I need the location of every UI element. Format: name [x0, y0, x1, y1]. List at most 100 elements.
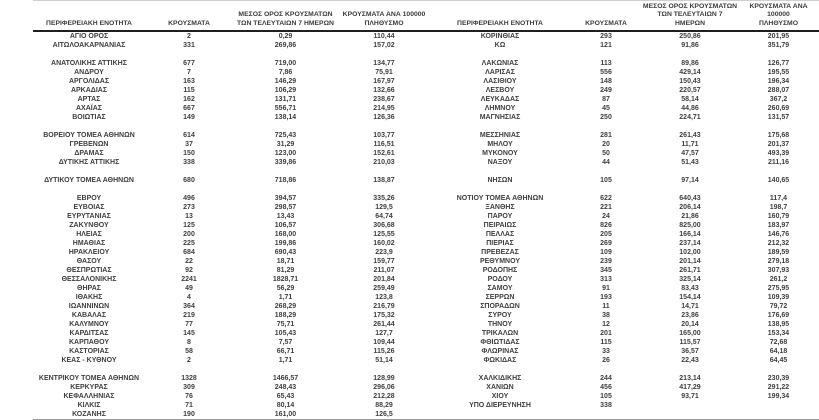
avg7-value-left: [233, 185, 338, 194]
cases-value-left: 225: [183, 240, 195, 247]
region-name-left: ΘΑΣΟΥ: [76, 258, 102, 265]
per100k-value-right: 198,7: [769, 204, 788, 211]
avg7-value-left: 1466,57: [272, 375, 299, 382]
avg7-value-right: 825,00: [679, 222, 701, 229]
region-name-left: ΘΗΡΑΣ: [77, 285, 101, 292]
region-name-right: ΜΕΣΣΗΝΙΑΣ: [479, 132, 521, 139]
per100k-value-left: 51,14: [375, 357, 393, 364]
table-row: ΕΥΡΥΤΑΝΙΑΣ 13 13,43 64,74 ΠΑΡΟΥ 24 21,86 160,79: [33, 212, 819, 221]
region-name-left: ΕΥΒΟΙΑΣ: [73, 204, 105, 211]
region-name-right: [430, 50, 570, 59]
region-name-right: ΝΟΤΙΟΥ ΤΟΜΕΑ ΑΘΗΝΩΝ: [456, 195, 544, 202]
cases-value-right: 249: [600, 87, 612, 94]
region-name-left: ΔΡΑΜΑΣ: [74, 150, 104, 157]
per100k-value-left: 75,91: [375, 69, 393, 76]
region-name-right: [430, 185, 570, 194]
region-name-right: ΤΗΝΟΥ: [487, 321, 513, 328]
spacer-row: [33, 167, 819, 176]
avg7-value-left: 81,29: [276, 267, 295, 274]
cases-value-left: 115: [183, 87, 195, 94]
table-row: ΕΒΡΟΥ 496 394,57 335,26 ΝΟΤΙΟΥ ΤΟΜΕΑ ΑΘΗΝΩΝ 6…: [33, 194, 819, 203]
region-name-right: ΝΑΞΟΥ: [487, 159, 513, 166]
table-row: ΚΑΣΤΟΡΙΑΣ 58 66,71 115,26 ΦΛΩΡΙΝΑΣ 33 36,57 64,…: [33, 347, 819, 356]
per100k-value-left: [338, 365, 430, 374]
region-name-right: ΛΑΡΙΣΑΣ: [485, 69, 515, 76]
per100k-value-right: 261,2: [769, 276, 788, 283]
cases-value-right: 115: [600, 339, 612, 346]
cases-value-left: 2: [187, 33, 191, 40]
avg7-value-left: 339,86: [274, 159, 297, 166]
per100k-value-left: [338, 185, 430, 194]
avg7-value-left: 106,57: [274, 222, 297, 229]
avg7-value-left: 718,86: [274, 177, 297, 184]
table-row: ΑΡΚΑΔΙΑΣ 115 106,29 132,66 ΛΕΣΒΟΥ 249 220,57 28…: [33, 86, 819, 95]
avg7-value-right: 11,71: [681, 141, 699, 148]
avg7-value-right: [642, 167, 738, 176]
cases-value-right: 91: [602, 285, 610, 292]
region-name-right: ΧΑΛΚΙΔΙΚΗΣ: [478, 375, 522, 382]
cases-value-left: 150: [183, 150, 195, 157]
per100k-value-right: [738, 185, 819, 194]
region-name-left: ΗΜΑΘΙΑΣ: [72, 240, 106, 247]
avg7-value-right: [642, 50, 738, 59]
avg7-value-right: 150,43: [679, 78, 701, 85]
avg7-value-right: 23,86: [681, 312, 699, 319]
avg7-value-left: 75,71: [276, 321, 295, 328]
cases-value-left: 149: [183, 114, 195, 121]
per100k-value-right: 212,32: [767, 240, 790, 247]
avg7-value-left: 18,71: [276, 258, 295, 265]
cases-value-left: 2241: [181, 276, 197, 283]
avg7-value-right: 47,57: [681, 150, 699, 157]
region-name-left: ΚΕΡΚΥΡΑΣ: [70, 384, 108, 391]
cases-value-left: 163: [183, 78, 195, 85]
regional-units-cases-table: ΠΕΡΙΦΕΡΕΙΑΚΗ ΕΝΟΤΗΤΑ ΚΡΟΥΣΜΑΤΑ ΜΕΣΟΣ ΟΡΟ…: [33, 0, 819, 420]
per100k-value-right: 176,69: [767, 312, 790, 319]
avg7-value-right: 102,00: [679, 249, 701, 256]
avg7-value-right: 206,14: [679, 204, 701, 211]
per100k-value-right: 201,95: [767, 33, 790, 40]
cases-value-right: [570, 365, 642, 374]
table-row: ΚΟΖΑΝΗΣ 190 161,00 126,5: [33, 410, 819, 420]
per100k-value-right: 493,39: [767, 150, 790, 157]
per100k-value-left: 157,02: [373, 42, 395, 49]
per100k-value-left: 115,26: [373, 348, 395, 355]
per100k-value-left: 134,77: [373, 60, 395, 67]
region-name-right: [430, 410, 570, 420]
avg7-value-right: 97,14: [681, 177, 699, 184]
avg7-value-right: 640,43: [679, 195, 701, 202]
region-name-right: ΛΑΣΙΘΙΟΥ: [483, 78, 517, 85]
region-name-left: ΒΟΡΕΙΟΥ ΤΟΜΕΑ ΑΘΗΝΩΝ: [43, 132, 135, 139]
cases-value-left: [145, 167, 233, 176]
region-name-left: ΒΟΙΩΤΙΑΣ: [72, 114, 106, 121]
header-cases-left: ΚΡΟΥΣΜΑΤΑ: [145, 0, 233, 32]
per100k-value-left: 116,51: [373, 141, 395, 148]
cases-value-left: 614: [183, 132, 195, 139]
table-row: ΑΝΑΤΟΛΙΚΗΣ ΑΤΤΙΚΗΣ 677 719,00 134,77 ΛΑΚΩΝΙΑ…: [33, 59, 819, 68]
cases-value-right: 221: [600, 204, 612, 211]
cases-value-right: 148: [600, 78, 612, 85]
avg7-value-right: 325,14: [679, 276, 701, 283]
table-row: ΘΑΣΟΥ 22 18,71 159,77 ΡΕΘΥΜΝΟΥ 239 201,14 279,1…: [33, 257, 819, 266]
cases-value-right: 622: [600, 195, 612, 202]
region-name-right: ΛΗΜΝΟΥ: [484, 105, 516, 112]
cases-value-right: 269: [600, 240, 612, 247]
avg7-value-right: 36,57: [681, 348, 699, 355]
avg7-value-left: 56,29: [276, 285, 295, 292]
table-row: ΚΑΡΠΑΘΟΥ 8 7,57 109,44 ΦΘΙΩΤΙΔΑΣ 115 115,57 72,…: [33, 338, 819, 347]
cases-value-right: 44: [602, 159, 610, 166]
per100k-value-right: 160,79: [767, 213, 790, 220]
per100k-value-right: 131,57: [767, 114, 790, 121]
region-name-right: ΜΑΓΝΗΣΙΑΣ: [479, 114, 521, 121]
region-name-left: ΑΡΤΑΣ: [77, 96, 101, 103]
table-row: ΑΝΔΡΟΥ 7 7,86 75,91 ΛΑΡΙΣΑΣ 556 429,14 195,55: [33, 68, 819, 77]
per100k-value-left: 125,55: [373, 231, 395, 238]
avg7-value-right: 166,14: [679, 231, 701, 238]
table-row: ΔΥΤΙΚΗΣ ΑΤΤΙΚΗΣ 338 339,86 210,03 ΝΑΞΟΥ 44 51,…: [33, 158, 819, 167]
cases-value-left: 680: [183, 177, 195, 184]
per100k-value-left: 216,79: [373, 303, 395, 310]
cases-value-right: 826: [600, 222, 612, 229]
cases-value-right: 105: [600, 393, 612, 400]
per100k-value-left: 214,95: [373, 105, 395, 112]
cases-value-left: 13: [185, 213, 193, 220]
avg7-value-left: [233, 167, 338, 176]
